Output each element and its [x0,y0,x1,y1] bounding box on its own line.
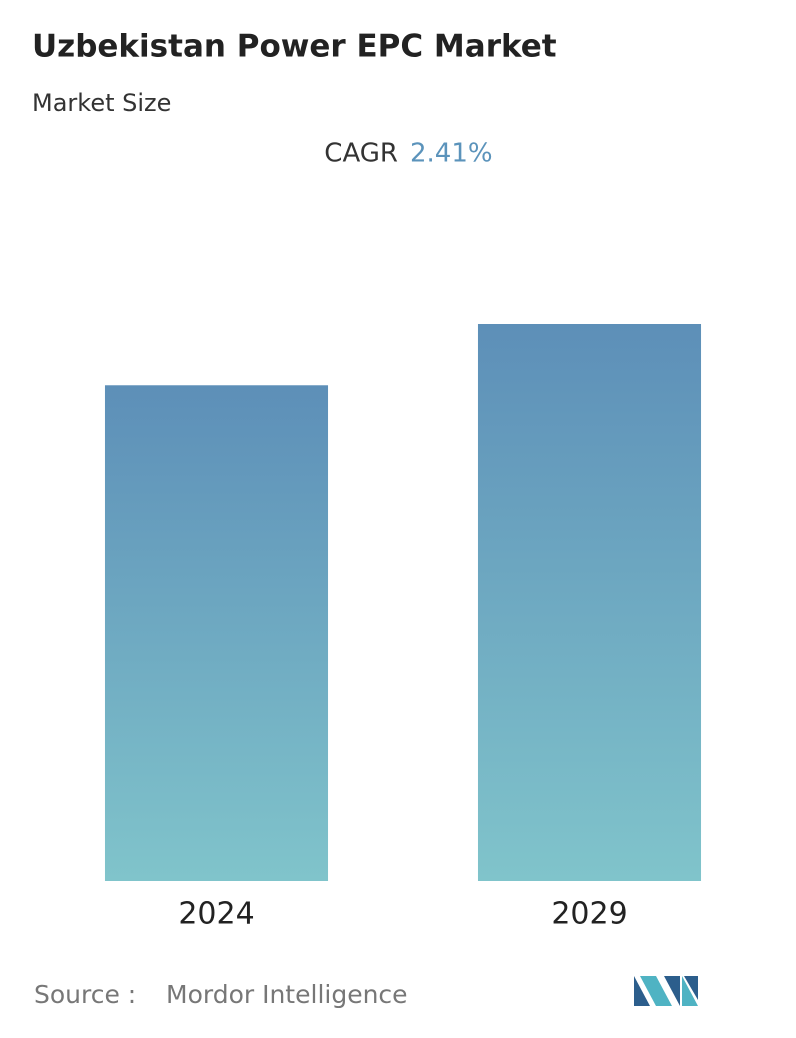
x-tick-label: 2029 [551,897,627,932]
chart-title: Uzbekistan Power EPC Market [32,29,557,65]
logo [634,976,698,1006]
x-tick-label: 2024 [178,897,254,932]
source-label: Source : [34,980,136,1009]
cagr-value: 2.41% [410,139,493,169]
cagr-label: CAGR [324,139,398,169]
bar [477,324,702,881]
chart-subtitle: Market Size [32,89,171,117]
source-name: Mordor Intelligence [166,980,408,1009]
bar [104,385,329,881]
